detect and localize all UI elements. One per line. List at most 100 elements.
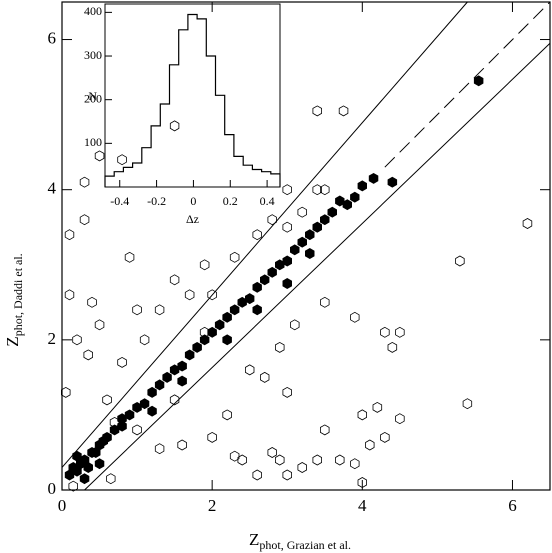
- histogram-bar: [160, 104, 169, 187]
- histogram-bar: [216, 95, 225, 187]
- data-point: [177, 375, 187, 387]
- data-point: [94, 319, 105, 331]
- data-point: [455, 255, 465, 267]
- data-point: [199, 259, 210, 271]
- y-axis-label: Zphot, Daddi et al.: [3, 253, 25, 346]
- x-tick-label: 6: [508, 496, 517, 515]
- data-point: [147, 386, 157, 398]
- data-point: [462, 398, 473, 410]
- inset-x-tick-label: 0.4: [260, 194, 275, 208]
- reference-line: [84, 42, 551, 491]
- data-point: [214, 319, 225, 331]
- data-point: [244, 364, 255, 376]
- data-point: [312, 221, 323, 233]
- data-point: [184, 349, 195, 361]
- data-point: [312, 184, 323, 196]
- data-point: [207, 326, 217, 338]
- data-point: [522, 218, 533, 229]
- data-point: [252, 304, 262, 316]
- data-point: [282, 255, 293, 267]
- data-point: [368, 172, 379, 184]
- data-point: [169, 274, 180, 286]
- data-point: [289, 244, 300, 256]
- data-point: [387, 176, 398, 188]
- data-point: [229, 304, 240, 316]
- histogram-bar: [197, 19, 206, 187]
- data-point: [350, 458, 360, 470]
- data-point: [199, 326, 210, 338]
- data-point: [312, 105, 323, 117]
- data-point: [124, 251, 135, 263]
- inset-y-tick-label: 400: [84, 4, 102, 18]
- x-tick-label: 0: [58, 496, 67, 515]
- data-point: [222, 409, 232, 421]
- histogram-bar: [105, 176, 114, 187]
- histogram-bar: [243, 165, 252, 187]
- data-point: [117, 413, 127, 425]
- data-point: [297, 236, 308, 248]
- histogram-bar: [252, 170, 261, 187]
- data-point: [387, 341, 398, 353]
- data-point: [229, 251, 240, 263]
- data-point: [380, 431, 390, 443]
- data-point: [335, 454, 345, 466]
- inset-y-tick-label: 200: [84, 91, 102, 105]
- histogram-bar: [179, 30, 188, 187]
- histogram-outline: [104, 13, 281, 187]
- data-point: [132, 424, 142, 436]
- data-point: [282, 221, 293, 233]
- data-point: [64, 289, 75, 301]
- x-axis-label: Zphot, Grazian et al.: [249, 530, 351, 552]
- data-point: [319, 296, 330, 308]
- data-point: [274, 341, 285, 353]
- data-point: [229, 450, 240, 462]
- histogram-bar: [114, 172, 123, 187]
- data-point: [139, 398, 150, 410]
- histogram-bar: [123, 167, 132, 187]
- data-point: [79, 473, 90, 485]
- data-point: [177, 360, 187, 372]
- data-point: [102, 394, 112, 406]
- y-tick-label: 2: [48, 329, 57, 348]
- data-point: [87, 296, 97, 308]
- data-point: [259, 274, 270, 286]
- x-tick-label: 4: [358, 496, 367, 515]
- data-point: [61, 386, 71, 398]
- data-point: [282, 386, 293, 398]
- data-point: [83, 462, 93, 473]
- data-point: [282, 184, 293, 196]
- data-point: [94, 458, 105, 470]
- histogram-bar: [206, 56, 215, 187]
- data-point: [64, 229, 75, 241]
- data-point: [357, 409, 368, 421]
- reference-line: [61, 1, 468, 468]
- data-point: [139, 334, 150, 346]
- data-point: [297, 206, 308, 218]
- data-point: [338, 105, 349, 117]
- data-point: [169, 394, 180, 406]
- data-point: [473, 75, 484, 87]
- data-point: [319, 424, 330, 436]
- data-point: [365, 439, 375, 451]
- data-point: [327, 206, 338, 218]
- inset-x-tick-label: -0.2: [147, 194, 166, 208]
- data-point: [252, 469, 262, 481]
- data-point: [154, 443, 165, 455]
- data-point: [274, 454, 285, 466]
- inset-y-tick-label: 300: [84, 48, 102, 62]
- data-point: [319, 214, 330, 226]
- data-point: [154, 304, 165, 316]
- data-point: [297, 462, 308, 473]
- data-point: [395, 413, 405, 425]
- data-point: [267, 266, 277, 278]
- data-point: [259, 371, 270, 383]
- histogram-bar: [225, 135, 234, 187]
- plot-frame: [61, 1, 551, 491]
- inset-x-tick-label: -0.4: [110, 194, 129, 208]
- data-point: [184, 289, 195, 301]
- data-point: [282, 469, 293, 481]
- inset-frame: [104, 3, 281, 188]
- data-point: [252, 281, 262, 293]
- inset-x-tick-label: 0: [190, 194, 196, 208]
